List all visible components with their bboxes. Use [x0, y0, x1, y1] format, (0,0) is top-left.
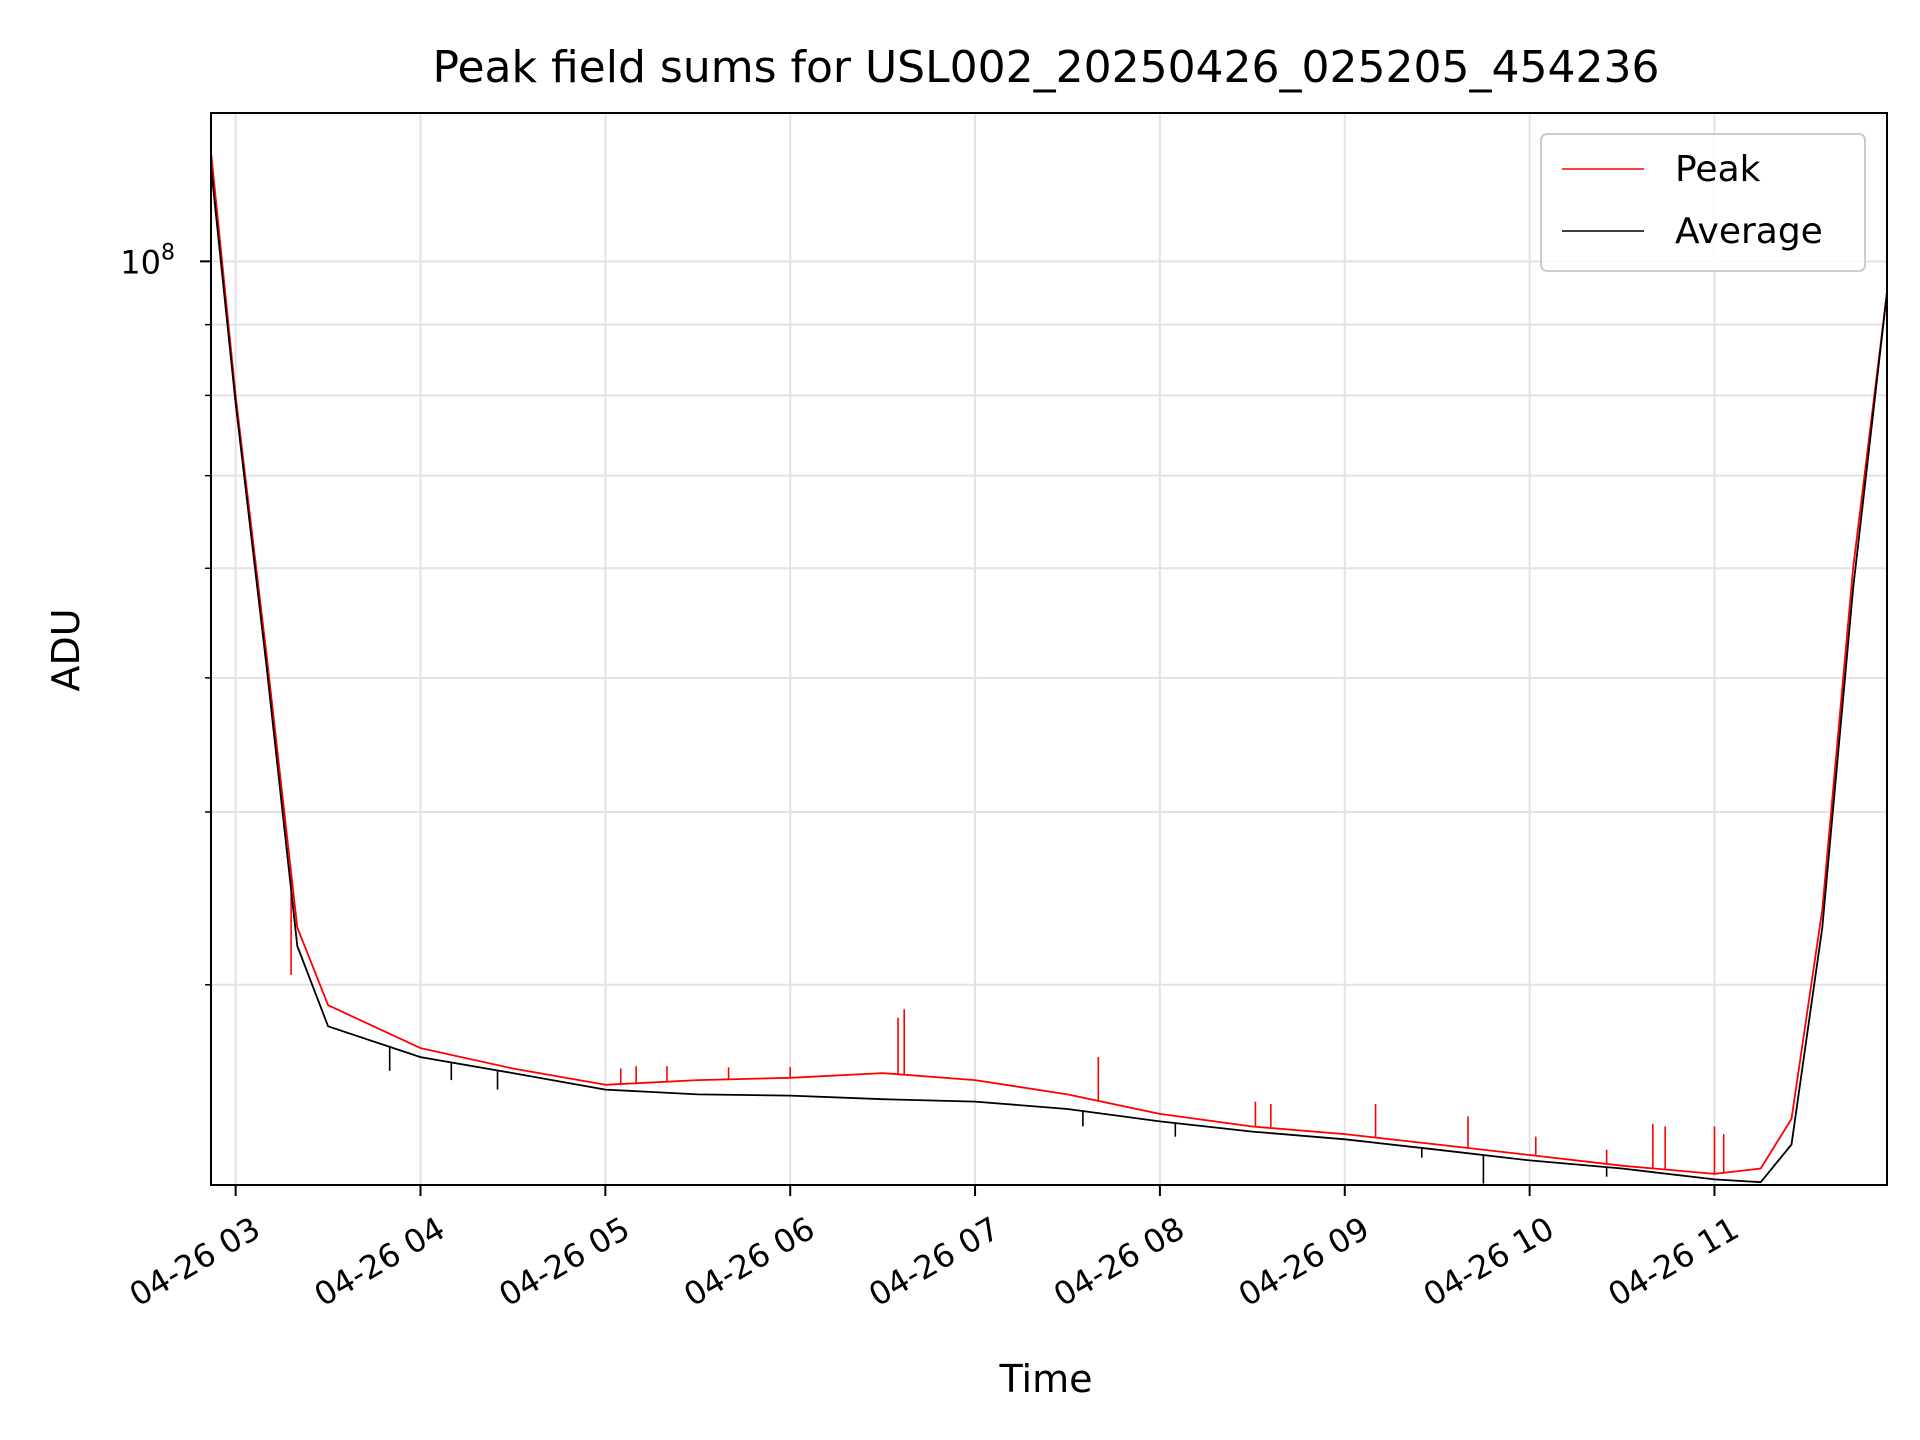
y-tick-label: 108: [120, 240, 175, 281]
legend-label-peak: Peak: [1675, 149, 1761, 190]
x-tick-label: 04-26 07: [862, 1209, 1006, 1314]
series-line-average: [211, 166, 1887, 1184]
x-tick-label: 04-26 10: [1417, 1209, 1561, 1314]
legend-label-average: Average: [1675, 211, 1823, 252]
series-line-peak: [211, 151, 1887, 1175]
x-tick-label: 04-26 09: [1232, 1209, 1376, 1314]
x-tick-label: 04-26 08: [1047, 1209, 1191, 1314]
chart-title: Peak field sums for USL002_20250426_0252…: [433, 42, 1660, 93]
y-axis-label: ADU: [44, 608, 88, 691]
x-tick-label: 04-26 06: [677, 1209, 821, 1314]
x-tick-label: 04-26 05: [493, 1209, 637, 1314]
grid: [211, 113, 1887, 1185]
series-layer: [211, 151, 1887, 1184]
plot-frame: [210, 112, 1888, 1186]
legend: Peak Average: [1540, 133, 1866, 272]
tick-layer: 04-26 03 04-26 04 04-26 05 04-26 06 04-26 07…: [123, 260, 1746, 1314]
x-tick-label: 04-26 03: [123, 1209, 267, 1314]
x-tick-label: 04-26 11: [1602, 1209, 1746, 1314]
x-axis-label: Time: [999, 1357, 1093, 1401]
x-tick-label: 04-26 04: [308, 1209, 452, 1314]
